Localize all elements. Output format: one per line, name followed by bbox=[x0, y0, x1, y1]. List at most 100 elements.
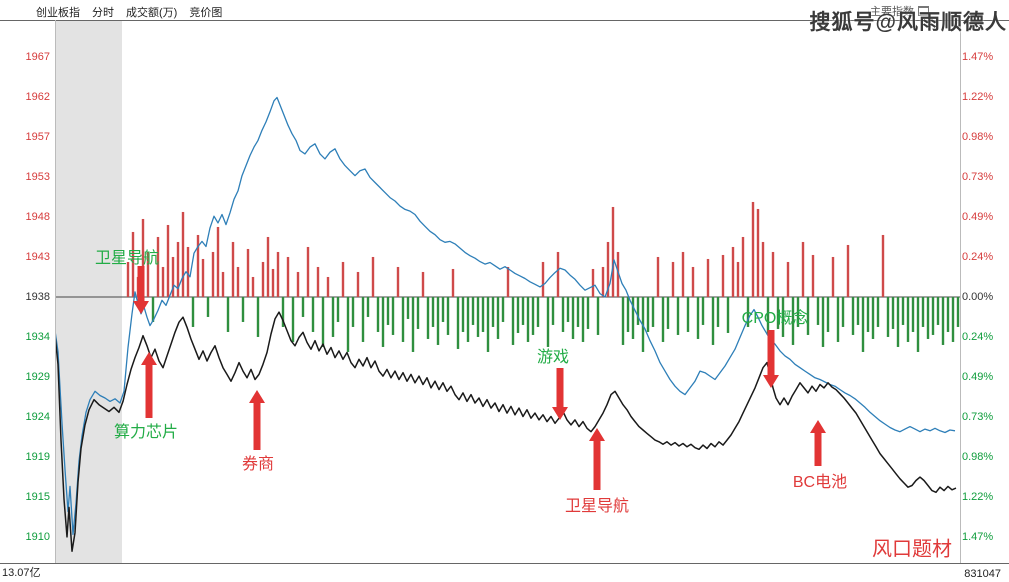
leading-line bbox=[55, 311, 957, 552]
volume-bar bbox=[331, 296, 335, 337]
volume-bar bbox=[956, 296, 960, 327]
volume-bar bbox=[171, 256, 175, 297]
volume-bar bbox=[586, 296, 590, 329]
volume-bar bbox=[351, 296, 355, 327]
volume-bar bbox=[896, 296, 900, 347]
price-label: 1915 bbox=[25, 491, 50, 503]
volume-bar bbox=[421, 271, 425, 297]
volume-bar bbox=[526, 296, 530, 342]
volume-bar bbox=[541, 261, 545, 297]
volume-bar bbox=[186, 246, 190, 297]
volume-bar bbox=[601, 266, 605, 297]
volume-bar bbox=[836, 296, 840, 342]
volume-bar bbox=[166, 224, 170, 297]
price-label: 1924 bbox=[25, 411, 50, 423]
volume-bar bbox=[826, 296, 830, 332]
volume-bar bbox=[386, 296, 390, 325]
volume-bar bbox=[381, 296, 385, 347]
volume-bar bbox=[156, 236, 160, 297]
volume-bar bbox=[486, 296, 490, 352]
volume-bar bbox=[411, 296, 415, 352]
percent-label: 0.24% bbox=[962, 251, 994, 263]
volume-bar bbox=[241, 296, 245, 322]
volume-bar bbox=[191, 296, 195, 327]
volume-bar bbox=[681, 251, 685, 297]
volume-bar bbox=[401, 296, 405, 342]
plot-top-border bbox=[0, 20, 1009, 21]
volume-bar bbox=[596, 296, 600, 335]
volume-bar bbox=[281, 296, 285, 327]
volume-bar bbox=[606, 241, 610, 297]
volume-bar bbox=[636, 296, 640, 325]
volume-bar bbox=[141, 218, 145, 297]
volume-bar bbox=[146, 251, 150, 297]
volume-bar bbox=[261, 261, 265, 297]
plot-right-edge bbox=[960, 20, 961, 563]
volume-bar bbox=[271, 268, 275, 297]
volume-bar bbox=[651, 296, 655, 327]
volume-bar bbox=[256, 296, 260, 337]
volume-bar bbox=[851, 296, 855, 335]
volume-bar bbox=[196, 234, 200, 297]
volume-bar bbox=[846, 244, 850, 297]
volume-bar bbox=[731, 246, 735, 297]
price-label: 1929 bbox=[25, 371, 50, 383]
volume-bar bbox=[301, 296, 305, 317]
volume-bar bbox=[176, 241, 180, 297]
volume-bar bbox=[631, 296, 635, 339]
volume-bar bbox=[761, 241, 765, 297]
volume-bar bbox=[246, 248, 250, 297]
auction-zone bbox=[55, 20, 122, 563]
volume-bar bbox=[781, 296, 785, 337]
price-label: 1953 bbox=[25, 171, 50, 183]
volume-bar bbox=[811, 254, 815, 297]
volume-bar bbox=[626, 296, 630, 332]
volume-bar bbox=[611, 206, 615, 297]
title-part[interactable]: 分时 bbox=[92, 7, 114, 19]
volume-bar bbox=[516, 296, 520, 333]
volume-bar bbox=[216, 226, 220, 297]
volume-bar bbox=[436, 296, 440, 345]
volume-bar bbox=[506, 266, 510, 297]
volume-bar bbox=[311, 296, 315, 332]
price-line bbox=[55, 96, 956, 536]
volume-bar bbox=[941, 296, 945, 345]
index-menu-label: 主要指数 bbox=[870, 6, 914, 18]
volume-bar bbox=[951, 296, 955, 342]
volume-bar bbox=[676, 296, 680, 335]
volume-bar bbox=[131, 231, 135, 297]
title-part[interactable]: 竞价图 bbox=[189, 7, 223, 19]
volume-bar bbox=[546, 296, 550, 347]
volume-bar bbox=[536, 296, 540, 327]
volume-bar bbox=[891, 296, 895, 329]
price-label: 1919 bbox=[25, 451, 50, 463]
volume-bar bbox=[646, 296, 650, 332]
volume-bar bbox=[856, 296, 860, 325]
percent-label: 1.47% bbox=[962, 531, 994, 543]
volume-bar bbox=[471, 296, 475, 325]
title-part: 成交额(万) bbox=[126, 7, 178, 19]
volume-bar bbox=[346, 296, 350, 352]
volume-bar bbox=[921, 296, 925, 327]
volume-bar bbox=[701, 296, 705, 325]
volume-bar bbox=[251, 276, 255, 297]
percent-label: 1.47% bbox=[962, 51, 994, 63]
volume-bar bbox=[451, 268, 455, 297]
volume-bar bbox=[306, 246, 310, 297]
volume-bar bbox=[511, 296, 515, 345]
footer-code: 831047 bbox=[964, 568, 1001, 580]
volume-bar bbox=[716, 296, 720, 327]
volume-bar bbox=[276, 251, 280, 297]
volume-bar bbox=[711, 296, 715, 345]
volume-bar bbox=[376, 296, 380, 332]
volume-bar bbox=[841, 296, 845, 327]
intraday-chart[interactable] bbox=[55, 20, 960, 563]
index-menu-button[interactable]: 主要指数 bbox=[870, 3, 929, 19]
percent-label: 0.49% bbox=[962, 371, 994, 383]
right-axis: 1.47% 1.22% 0.98% 0.73% 0.49% 0.24% 0.00% 0.24%… bbox=[962, 0, 1008, 582]
volume-bar bbox=[906, 296, 910, 342]
volume-bar bbox=[291, 296, 295, 342]
volume-bar bbox=[356, 271, 360, 297]
volume-bar bbox=[566, 296, 570, 322]
